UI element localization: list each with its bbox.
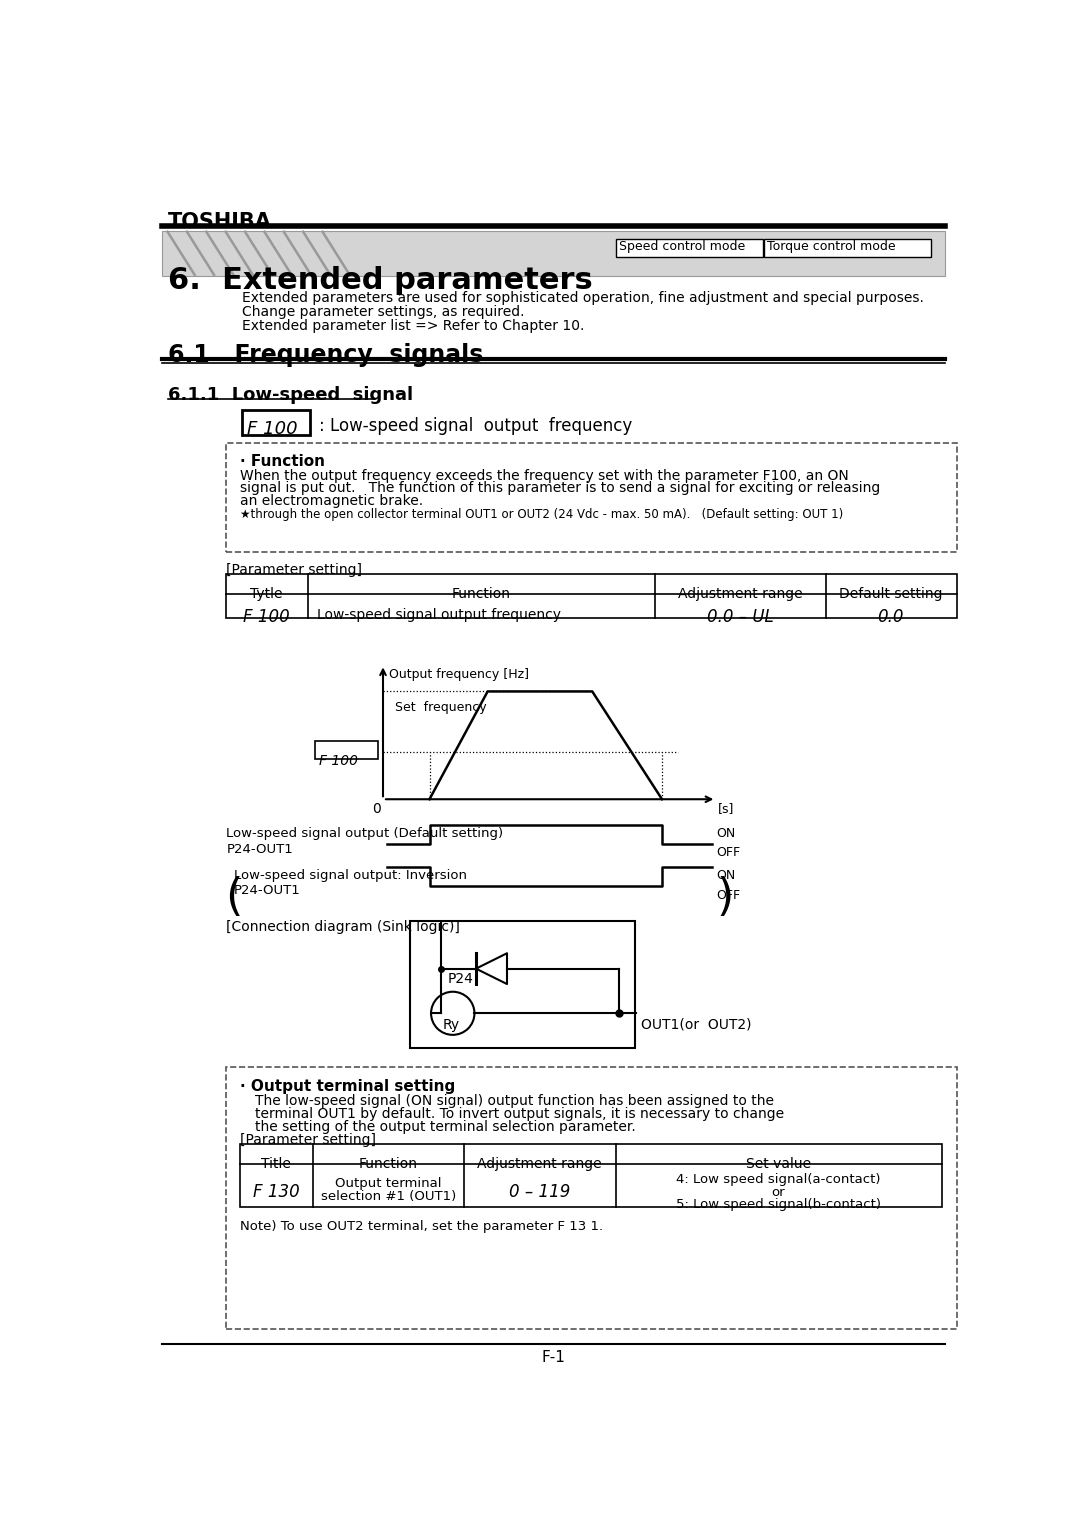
Text: an electromagnetic brake.: an electromagnetic brake. [240,493,422,507]
Text: ON: ON [716,828,735,840]
Text: 6.1.1  Low-speed  signal: 6.1.1 Low-speed signal [167,386,413,403]
Text: Note) To use OUT2 terminal, set the parameter F 13 1.: Note) To use OUT2 terminal, set the para… [240,1220,603,1232]
Text: 6.1   Frequency  signals: 6.1 Frequency signals [167,342,483,366]
Text: Extended parameters are used for sophisticated operation, fine adjustment and sp: Extended parameters are used for sophist… [242,292,923,305]
Text: 0: 0 [373,802,381,817]
Text: OFF: OFF [716,846,741,860]
Text: Extended parameter list => Refer to Chapter 10.: Extended parameter list => Refer to Chap… [242,319,584,333]
Bar [410,921,635,1048]
Text: Adjustment range: Adjustment range [477,1157,602,1171]
Text: 0 – 119: 0 – 119 [509,1183,570,1202]
Text: Tytle: Tytle [251,588,283,602]
Text: selection #1 (OUT1): selection #1 (OUT1) [321,1190,456,1203]
Text: The low-speed signal (ON signal) output function has been assigned to the: The low-speed signal (ON signal) output … [255,1095,774,1109]
Text: [s]: [s] [718,802,734,815]
Text: OUT1(or  OUT2): OUT1(or OUT2) [642,1017,752,1031]
Text: P24-OUT1: P24-OUT1 [227,843,293,857]
Bar [227,443,957,553]
Bar [242,411,310,435]
Text: F 100: F 100 [320,754,359,768]
Text: : Low-speed signal  output  frequency: : Low-speed signal output frequency [319,417,632,435]
Text: When the output frequency exceeds the frequency set with the parameter F100, an : When the output frequency exceeds the fr… [240,469,849,483]
Text: Default setting: Default setting [839,588,943,602]
Text: ON: ON [716,869,735,883]
Bar [162,231,945,276]
Text: [Parameter setting]: [Parameter setting] [240,1133,376,1147]
Text: Speed control mode: Speed control mode [619,240,745,253]
Text: or: or [771,1186,785,1199]
Text: Low-speed signal output: Inversion: Low-speed signal output: Inversion [234,869,468,881]
Bar [314,741,378,759]
Text: Set value: Set value [745,1157,811,1171]
Text: Adjustment range: Adjustment range [678,588,802,602]
Bar [616,238,762,257]
Text: 5: Low speed signal(b-contact): 5: Low speed signal(b-contact) [676,1199,881,1211]
Text: F 130: F 130 [253,1183,299,1202]
Text: [Connection diagram (Sink logic)]: [Connection diagram (Sink logic)] [227,921,460,935]
Text: Change parameter settings, as required.: Change parameter settings, as required. [242,305,525,319]
Text: the setting of the output terminal selection parameter.: the setting of the output terminal selec… [255,1121,636,1135]
Text: 0.0: 0.0 [877,608,904,626]
Text: [Parameter setting]: [Parameter setting] [227,563,363,577]
Text: Low-speed signal output frequency: Low-speed signal output frequency [318,608,562,623]
Bar [765,238,931,257]
Text: signal is put out.   The function of this parameter is to send a signal for exci: signal is put out. The function of this … [240,481,880,495]
Text: Set  frequency: Set frequency [394,701,486,713]
Text: (: ( [225,876,242,919]
Text: terminal OUT1 by default. To invert output signals, it is necessary to change: terminal OUT1 by default. To invert outp… [255,1107,784,1121]
Text: Function: Function [359,1157,418,1171]
Text: ★through the open collector terminal OUT1 or OUT2 (24 Vdc - max. 50 mA).   (Defa: ★through the open collector terminal OUT… [240,508,842,521]
Text: · Function: · Function [240,454,325,469]
Text: 4: Low speed signal(a-contact): 4: Low speed signal(a-contact) [676,1173,880,1186]
Text: P24: P24 [447,971,473,986]
Text: Function: Function [451,588,511,602]
Text: Title: Title [261,1157,291,1171]
Text: TOSHIBA: TOSHIBA [167,212,271,232]
Bar [240,1144,942,1208]
Text: F 100: F 100 [247,420,298,438]
Bar [227,574,957,617]
Text: Output terminal: Output terminal [335,1176,442,1190]
Text: Torque control mode: Torque control mode [768,240,896,253]
Text: · Output terminal setting: · Output terminal setting [240,1078,455,1093]
Text: 6.  Extended parameters: 6. Extended parameters [167,266,592,295]
Text: P24-OUT1: P24-OUT1 [234,884,301,896]
Text: F 100: F 100 [243,608,291,626]
Text: ): ) [716,876,733,919]
Text: OFF: OFF [716,889,741,901]
Text: Output frequency [Hz]: Output frequency [Hz] [389,669,529,681]
Text: Low-speed signal output (Default setting): Low-speed signal output (Default setting… [227,828,503,840]
Bar [227,1067,957,1328]
Text: 0.0 – UL: 0.0 – UL [707,608,773,626]
Text: Ry: Ry [443,1019,460,1032]
Text: F-1: F-1 [541,1350,566,1365]
